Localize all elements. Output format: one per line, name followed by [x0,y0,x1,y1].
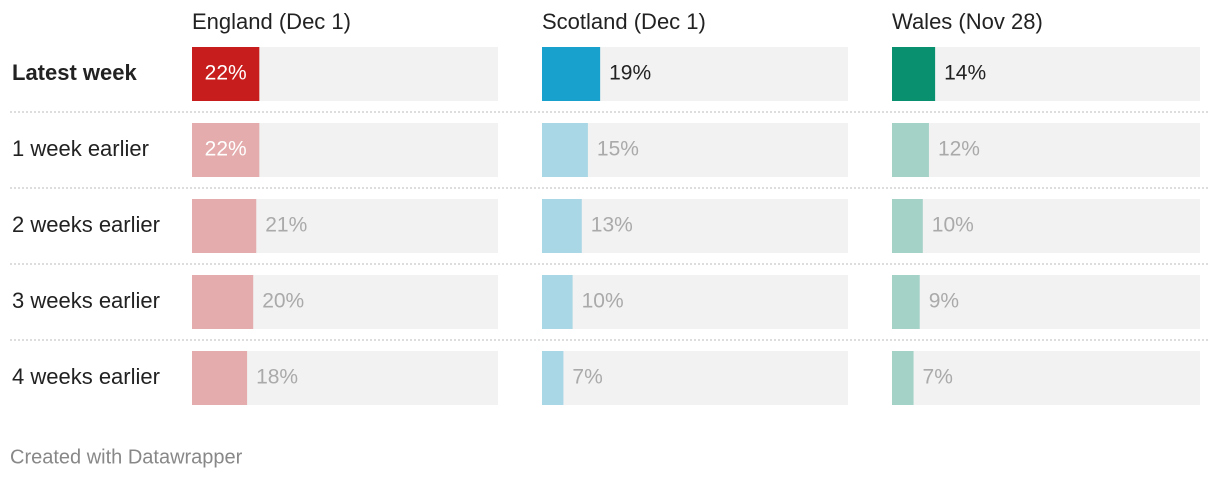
bar [192,123,260,177]
bar [542,351,564,405]
value-label: 7% [572,366,602,389]
bar-background [892,275,1200,329]
value-label: 12% [938,138,980,161]
bar-background [542,123,848,177]
bar [892,47,936,101]
bar [542,275,573,329]
row-label: 2 weeks earlier [12,212,160,237]
value-label: 22% [205,138,247,161]
bar-background [192,123,498,177]
value-label: 20% [262,290,304,313]
row-label: Latest week [12,60,137,85]
panel-title: Scotland (Dec 1) [542,9,706,34]
value-label: 18% [256,366,298,389]
bar [542,199,582,253]
value-label: 9% [929,290,959,313]
row-label: 3 weeks earlier [12,288,160,313]
value-label: 15% [597,138,639,161]
bar-background [192,199,498,253]
bar [192,351,248,405]
bar [892,123,929,177]
bar [892,351,914,405]
value-label: 13% [591,214,633,237]
value-label: 10% [582,290,624,313]
value-label: 10% [932,214,974,237]
bar-background [542,275,848,329]
bar-background [542,351,848,405]
bar-background [542,199,848,253]
bar-background [192,351,498,405]
row-label: 1 week earlier [12,136,149,161]
bar [892,275,920,329]
bar-background [892,47,1200,101]
bar [542,47,601,101]
bar [192,47,260,101]
bar [192,199,257,253]
panel-title: England (Dec 1) [192,9,351,34]
value-label: 22% [205,62,247,85]
value-label: 21% [265,214,307,237]
credit: Created with Datawrapper [10,446,243,468]
value-label: 14% [944,62,986,85]
panel-title: Wales (Nov 28) [892,9,1043,34]
row-label: 4 weeks earlier [12,364,160,389]
bar-background [892,199,1200,253]
bar [192,275,254,329]
value-label: 19% [609,62,651,85]
bar-background [892,351,1200,405]
value-label: 7% [923,366,953,389]
bar-background [192,275,498,329]
bar-background [892,123,1200,177]
bar [542,123,588,177]
bar [892,199,923,253]
